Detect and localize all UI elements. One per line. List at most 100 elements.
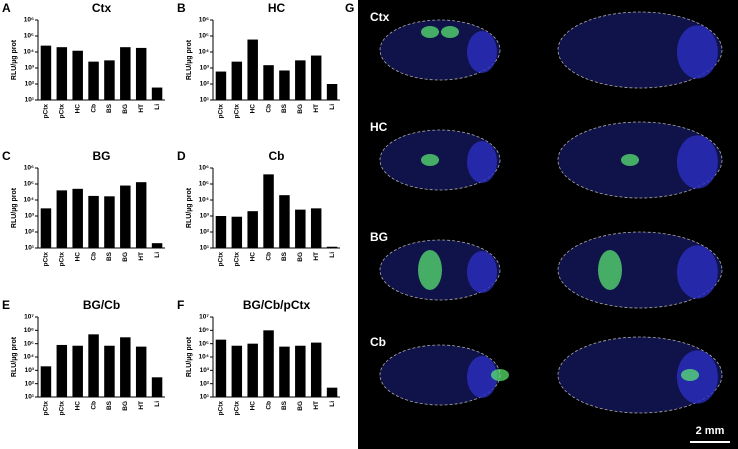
- cerebellum: [676, 135, 718, 189]
- signal: [441, 26, 459, 38]
- y-tick-label: 10³: [25, 367, 35, 374]
- bar: [279, 70, 290, 100]
- y-tick-label: 10⁴: [24, 49, 34, 56]
- x-tick-label: Li: [329, 104, 336, 110]
- panel-letter: D: [177, 149, 186, 163]
- x-tick-label: pCtx: [234, 252, 241, 267]
- x-tick-label: HT: [138, 104, 145, 113]
- y-tick-label: 10⁶: [199, 327, 209, 334]
- x-tick-label: Cb: [90, 401, 97, 410]
- bar: [72, 188, 83, 248]
- x-tick-label: pCtx: [59, 104, 66, 119]
- brain-section: [557, 336, 723, 414]
- bar: [295, 345, 306, 397]
- bar: [56, 47, 68, 100]
- row-label: BG: [370, 230, 388, 244]
- y-tick-label: 10⁶: [199, 17, 209, 24]
- x-tick-label: pCtx: [59, 252, 66, 267]
- x-tick-label: Li: [329, 252, 336, 258]
- bar: [295, 60, 306, 100]
- y-axis-label: RLU/µg prot: [11, 187, 18, 228]
- bar: [263, 65, 274, 100]
- y-tick-label: 10⁵: [24, 33, 34, 40]
- bar: [120, 337, 131, 397]
- x-tick-label: HC: [249, 252, 256, 262]
- brain-section: [557, 121, 723, 199]
- y-tick-label: 10²: [25, 81, 35, 88]
- y-axis-label: RLU/µg prot: [186, 39, 193, 80]
- bar: [231, 216, 243, 248]
- brain-section: [379, 19, 501, 81]
- x-tick-label: Cb: [90, 252, 97, 261]
- signal: [421, 154, 439, 166]
- y-tick-label: 10⁵: [199, 33, 209, 40]
- bar: [56, 344, 68, 397]
- y-tick-label: 10²: [200, 81, 210, 88]
- panel-letter: A: [2, 1, 11, 15]
- x-tick-label: Cb: [265, 252, 272, 261]
- bar: [135, 47, 147, 100]
- x-tick-label: BS: [106, 103, 113, 113]
- y-axis-label: RLU/µg prot: [186, 187, 193, 228]
- bar: [151, 377, 163, 397]
- x-tick-label: BS: [281, 400, 288, 410]
- x-tick-label: HT: [138, 401, 145, 410]
- signal: [421, 26, 439, 38]
- bar: [72, 50, 83, 100]
- signal: [418, 250, 442, 290]
- bar: [104, 60, 115, 100]
- x-tick-label: Li: [329, 401, 336, 407]
- bar: [247, 39, 258, 100]
- y-tick-label: 10⁵: [24, 181, 34, 188]
- bar: [40, 45, 52, 100]
- x-tick-label: BS: [106, 251, 113, 261]
- panel-letter: G: [345, 1, 354, 15]
- x-tick-label: Li: [154, 104, 161, 110]
- bar: [104, 345, 115, 397]
- x-tick-label: HT: [313, 104, 320, 113]
- bar: [231, 61, 243, 100]
- signal: [681, 369, 699, 381]
- x-tick-label: Cb: [265, 401, 272, 410]
- y-tick-label: 10⁶: [24, 327, 34, 334]
- y-tick-label: 10⁵: [199, 181, 209, 188]
- bar: [72, 345, 83, 397]
- y-tick-label: 10⁷: [24, 314, 34, 321]
- bar: [263, 174, 274, 248]
- bar: [120, 47, 131, 100]
- x-tick-label: BS: [106, 400, 113, 410]
- bar: [88, 195, 99, 248]
- y-tick-label: 10⁴: [199, 49, 209, 56]
- bar: [279, 195, 290, 248]
- bar: [263, 330, 274, 397]
- x-tick-label: pCtx: [218, 401, 225, 416]
- x-tick-label: HC: [74, 104, 81, 114]
- bar: [295, 209, 306, 248]
- y-tick-label: 10³: [25, 65, 35, 72]
- bar: [56, 190, 68, 248]
- x-tick-label: HT: [313, 401, 320, 410]
- x-tick-label: pCtx: [234, 104, 241, 119]
- x-tick-label: Li: [154, 252, 161, 258]
- bar: [310, 342, 322, 397]
- x-tick-label: HC: [74, 401, 81, 411]
- x-tick-label: HC: [74, 252, 81, 262]
- panel-letter: E: [2, 298, 10, 312]
- bar: [88, 61, 99, 100]
- y-tick-label: 10¹: [200, 245, 209, 252]
- signal: [598, 250, 622, 290]
- chart-title: BG: [93, 149, 111, 163]
- panel-letter: F: [177, 298, 184, 312]
- x-tick-label: BG: [297, 252, 304, 262]
- bar: [88, 334, 99, 397]
- bar: [135, 182, 147, 248]
- chart-title: BG/Cb: [83, 298, 120, 312]
- signal: [621, 154, 639, 166]
- y-axis-label: RLU/µg prot: [11, 39, 18, 80]
- y-tick-label: 10³: [200, 367, 210, 374]
- y-axis-label: RLU/µg prot: [11, 336, 18, 377]
- x-tick-label: pCtx: [43, 104, 50, 119]
- x-tick-label: BG: [122, 104, 129, 114]
- panel-letter: C: [2, 149, 11, 163]
- y-tick-label: 10⁶: [24, 17, 34, 24]
